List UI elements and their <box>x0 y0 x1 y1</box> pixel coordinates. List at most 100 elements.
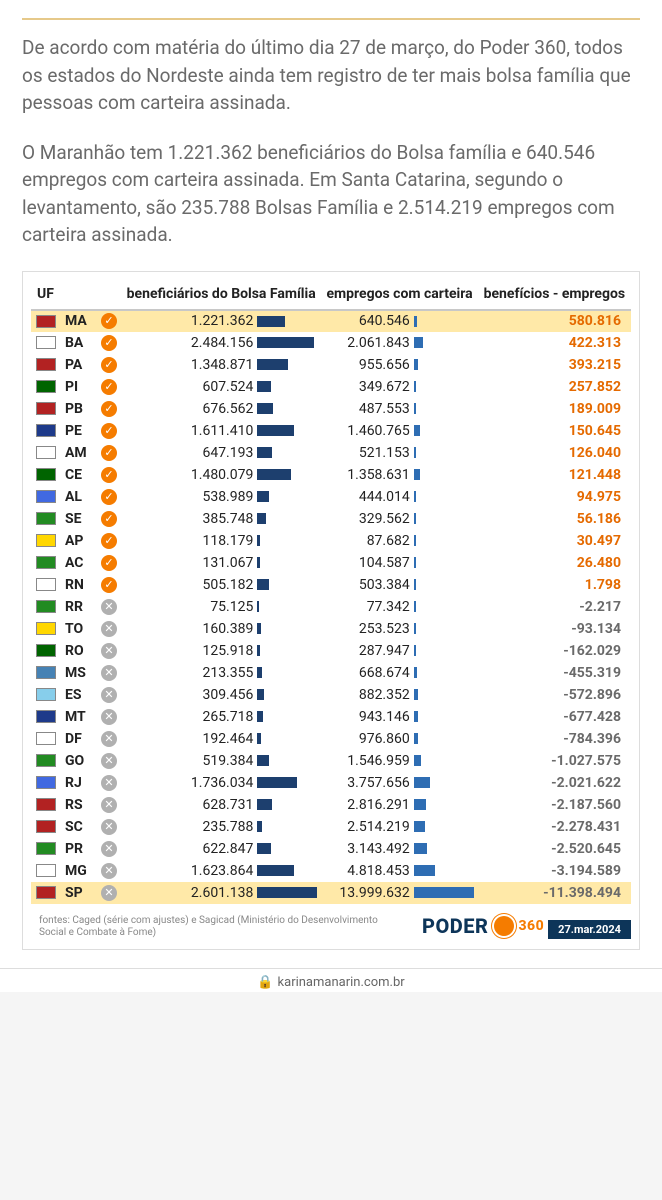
flag-cell <box>31 706 61 728</box>
status-cell: ✓ <box>97 398 121 420</box>
flag-icon <box>36 666 56 679</box>
uf-code: PA <box>61 354 97 376</box>
beneficiarios-bar <box>255 596 321 618</box>
beneficiarios-bar <box>255 332 321 354</box>
beneficiarios-value: 192.464 <box>121 728 255 750</box>
diferenca-value: 30.497 <box>478 530 631 552</box>
check-icon: ✓ <box>101 533 117 549</box>
empregos-bar <box>412 596 478 618</box>
table-row: TO✕160.389253.523-93.134 <box>31 618 631 640</box>
flag-cell <box>31 552 61 574</box>
uf-code: RN <box>61 574 97 596</box>
flag-icon <box>36 490 56 503</box>
uf-code: SP <box>61 882 97 904</box>
beneficiarios-value: 1.348.871 <box>121 354 255 376</box>
browser-url-bar[interactable]: 🔒karinamanarin.com.br <box>0 968 662 992</box>
table-row: PR✕622.8473.143.492-2.520.645 <box>31 838 631 860</box>
uf-code: MT <box>61 706 97 728</box>
table-row: AP✓118.17987.68230.497 <box>31 530 631 552</box>
flag-icon <box>36 534 56 547</box>
status-cell: ✕ <box>97 838 121 860</box>
check-icon: ✓ <box>101 555 117 571</box>
flag-icon <box>36 710 56 723</box>
flag-icon <box>36 315 56 328</box>
table-row: RN✓505.182503.3841.798 <box>31 574 631 596</box>
diferenca-value: 121.448 <box>478 464 631 486</box>
table-row: MG✕1.623.8644.818.453-3.194.589 <box>31 860 631 882</box>
diferenca-value: -677.428 <box>478 706 631 728</box>
flag-cell <box>31 354 61 376</box>
uf-code: MG <box>61 860 97 882</box>
status-cell: ✕ <box>97 772 121 794</box>
table-row: SC✕235.7882.514.219-2.278.431 <box>31 816 631 838</box>
x-icon: ✕ <box>101 643 117 659</box>
beneficiarios-bar <box>255 706 321 728</box>
empregos-value: 976.860 <box>321 728 411 750</box>
empregos-value: 1.460.765 <box>321 420 411 442</box>
empregos-bar <box>412 706 478 728</box>
header-beneficiarios: beneficiários do Bolsa Família <box>121 280 321 310</box>
diferenca-value: 422.313 <box>478 332 631 354</box>
empregos-value: 640.546 <box>321 310 411 332</box>
status-cell: ✓ <box>97 354 121 376</box>
beneficiarios-value: 538.989 <box>121 486 255 508</box>
uf-code: AP <box>61 530 97 552</box>
uf-code: AL <box>61 486 97 508</box>
status-cell: ✕ <box>97 596 121 618</box>
empregos-bar <box>412 530 478 552</box>
status-cell: ✓ <box>97 464 121 486</box>
beneficiarios-bar <box>255 442 321 464</box>
flag-icon <box>36 776 56 789</box>
empregos-value: 349.672 <box>321 376 411 398</box>
empregos-bar <box>412 618 478 640</box>
flag-icon <box>36 798 56 811</box>
beneficiarios-bar <box>255 310 321 332</box>
flag-cell <box>31 464 61 486</box>
empregos-value: 2.514.219 <box>321 816 411 838</box>
beneficiarios-bar <box>255 552 321 574</box>
empregos-bar <box>412 640 478 662</box>
flag-icon <box>36 864 56 877</box>
empregos-bar <box>412 684 478 706</box>
status-cell: ✕ <box>97 882 121 904</box>
beneficiarios-bar <box>255 662 321 684</box>
status-cell: ✕ <box>97 640 121 662</box>
table-row: MA✓1.221.362640.546580.816 <box>31 310 631 332</box>
status-cell: ✕ <box>97 750 121 772</box>
empregos-bar <box>412 882 478 904</box>
x-icon: ✕ <box>101 797 117 813</box>
diferenca-value: 26.480 <box>478 552 631 574</box>
flag-cell <box>31 376 61 398</box>
flag-cell <box>31 816 61 838</box>
flag-cell <box>31 310 61 332</box>
flag-icon <box>36 424 56 437</box>
flag-icon <box>36 358 56 371</box>
beneficiarios-value: 118.179 <box>121 530 255 552</box>
table-row: SE✓385.748329.56256.186 <box>31 508 631 530</box>
check-icon: ✓ <box>101 467 117 483</box>
flag-icon <box>36 446 56 459</box>
empregos-bar <box>412 838 478 860</box>
check-icon: ✓ <box>101 379 117 395</box>
empregos-bar <box>412 442 478 464</box>
beneficiarios-bar <box>255 794 321 816</box>
uf-code: AM <box>61 442 97 464</box>
beneficiarios-value: 160.389 <box>121 618 255 640</box>
empregos-bar <box>412 816 478 838</box>
status-cell: ✓ <box>97 376 121 398</box>
flag-cell <box>31 574 61 596</box>
flag-icon <box>36 402 56 415</box>
beneficiarios-value: 1.623.864 <box>121 860 255 882</box>
beneficiarios-bar <box>255 508 321 530</box>
uf-code: BA <box>61 332 97 354</box>
diferenca-value: -455.319 <box>478 662 631 684</box>
beneficiarios-value: 1.611.410 <box>121 420 255 442</box>
empregos-value: 4.818.453 <box>321 860 411 882</box>
empregos-value: 521.153 <box>321 442 411 464</box>
diferenca-value: 189.009 <box>478 398 631 420</box>
beneficiarios-bar <box>255 816 321 838</box>
beneficiarios-value: 505.182 <box>121 574 255 596</box>
beneficiarios-bar <box>255 420 321 442</box>
table-row: AM✓647.193521.153126.040 <box>31 442 631 464</box>
x-icon: ✕ <box>101 819 117 835</box>
